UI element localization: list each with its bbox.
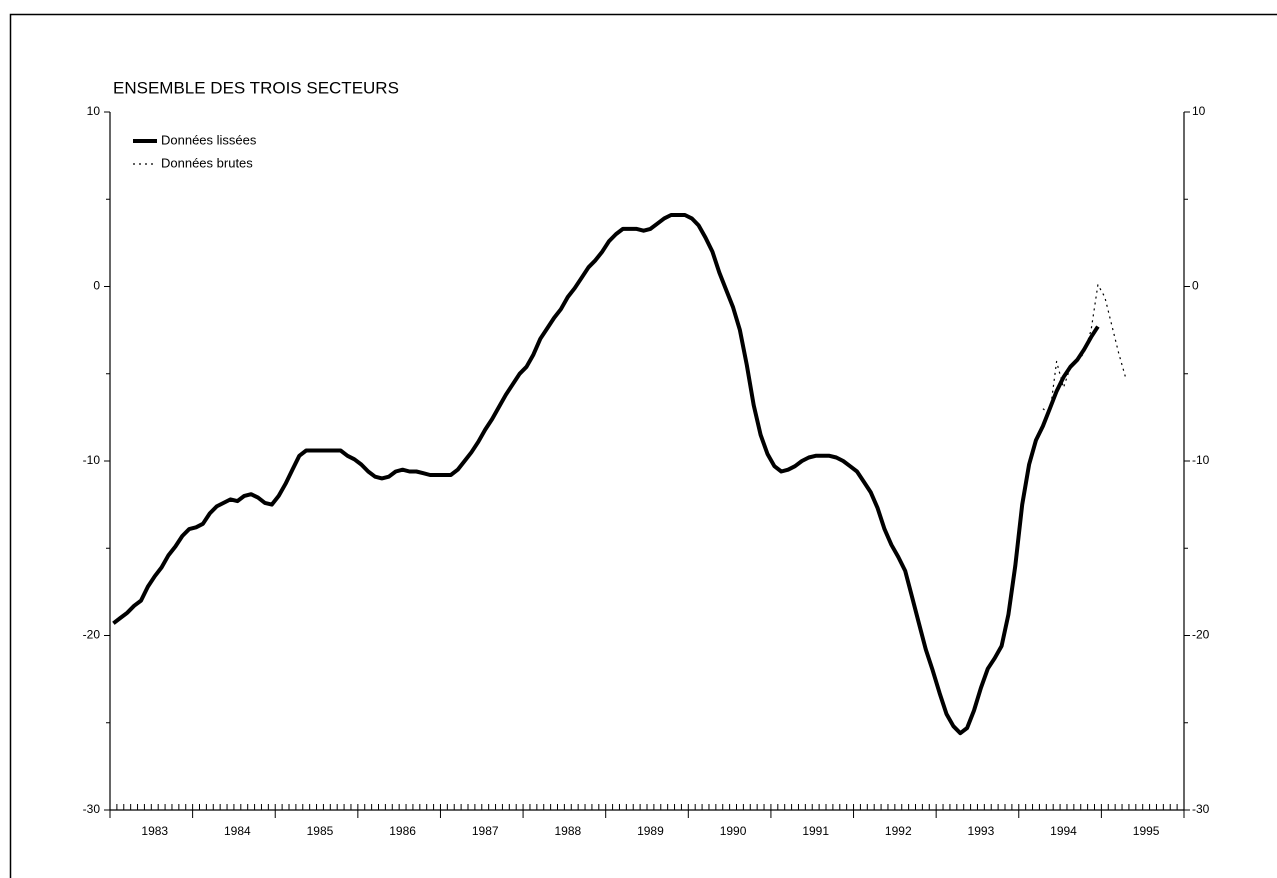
x-tick-label: 1990	[720, 824, 747, 838]
series-line	[112, 213, 1100, 736]
x-tick-label: 1985	[307, 824, 334, 838]
y2-tick-label: -20	[1192, 628, 1210, 642]
x-tick-label: 1992	[885, 824, 912, 838]
frame	[9, 13, 1277, 878]
y-tick-label: 0	[93, 279, 100, 293]
y2-tick-label: -30	[1192, 802, 1210, 816]
legend-label: Données lissées	[161, 132, 257, 147]
x-tick-label: 1995	[1133, 824, 1160, 838]
x-tick-label: 1984	[224, 824, 251, 838]
x-tick-label: 1994	[1050, 824, 1077, 838]
y2-tick-label: 0	[1192, 279, 1199, 293]
y-tick-label: -20	[83, 628, 101, 642]
x-tick-label: 1988	[554, 824, 581, 838]
legend-label: Données brutes	[161, 155, 253, 170]
x-tick-label: 1987	[472, 824, 499, 838]
y-tick-label: -10	[83, 453, 101, 467]
y-tick-label: -30	[83, 802, 101, 816]
y2-tick-label: 10	[1192, 104, 1206, 118]
x-tick-label: 1983	[141, 824, 168, 838]
series-line	[1042, 284, 1127, 415]
chart-title: ENSEMBLE DES TROIS SECTEURS	[113, 78, 399, 97]
x-tick-label: 1991	[802, 824, 829, 838]
x-tick-label: 1993	[968, 824, 995, 838]
y2-tick-label: -10	[1192, 453, 1210, 467]
y-tick-label: 10	[87, 104, 101, 118]
x-tick-label: 1989	[637, 824, 664, 838]
x-tick-label: 1986	[389, 824, 416, 838]
